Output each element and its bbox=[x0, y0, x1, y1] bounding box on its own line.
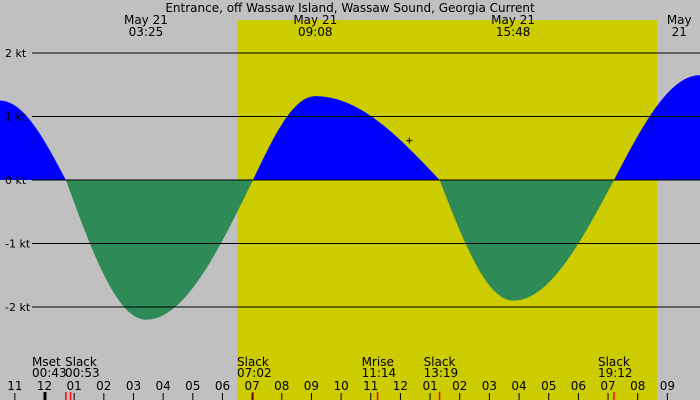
flood-lobe bbox=[0, 100, 66, 180]
event-name: Mrise bbox=[362, 355, 394, 369]
event-time: 07:02 bbox=[237, 366, 272, 380]
event-name: Slack bbox=[237, 355, 269, 369]
y-tick-label: -2 kt bbox=[5, 301, 31, 314]
flood-lobe bbox=[613, 75, 700, 180]
x-tick-label: 10 bbox=[333, 379, 348, 393]
x-tick-label: 08 bbox=[274, 379, 289, 393]
marker-layer bbox=[406, 137, 413, 144]
x-axis-hours: 11 12 01 02 03 04 05 06 07 08 09 10 11 12 01 02 03 04 05 06… bbox=[7, 379, 675, 400]
x-tick-label: 03 bbox=[482, 379, 497, 393]
max-label-time: 21 bbox=[672, 25, 687, 39]
midnight-marker bbox=[43, 392, 47, 400]
event-time: 13:19 bbox=[424, 366, 459, 380]
x-tick-label: 04 bbox=[155, 379, 170, 393]
y-tick-labels: 2 kt 1 kt 0 kt -1 kt -2 kt bbox=[5, 47, 31, 314]
gridline-layer bbox=[32, 52, 700, 308]
y-tick-label: -1 kt bbox=[5, 238, 31, 251]
x-tick-label: 02 bbox=[452, 379, 467, 393]
event-time: 11:14 bbox=[362, 366, 397, 380]
x-tick-label: 03 bbox=[126, 379, 141, 393]
event-name: Slack bbox=[598, 355, 630, 369]
y-tick-label: 0 kt bbox=[5, 174, 27, 187]
event-name: Mset bbox=[32, 355, 61, 369]
x-tick-label: 12 bbox=[37, 379, 52, 393]
x-tick-label: 05 bbox=[185, 379, 200, 393]
x-tick-label: 06 bbox=[215, 379, 230, 393]
max-label-date: May bbox=[667, 13, 692, 27]
event-time: 19:12 bbox=[598, 366, 633, 380]
current-time-marker bbox=[406, 137, 413, 144]
event-name: Slack bbox=[424, 355, 456, 369]
x-tick-label: 07 bbox=[244, 379, 259, 393]
x-tick-label: 12 bbox=[393, 379, 408, 393]
flood-lobe bbox=[253, 96, 440, 180]
event-name: Slack bbox=[65, 355, 97, 369]
y-tick-label: 1 kt bbox=[5, 111, 27, 124]
x-tick-label: 05 bbox=[541, 379, 556, 393]
x-tick-label: 04 bbox=[511, 379, 526, 393]
x-tick-label: 07 bbox=[600, 379, 615, 393]
max-label-date: May 21 bbox=[491, 13, 535, 27]
x-tick-label: 01 bbox=[67, 379, 82, 393]
event-time: 00:53 bbox=[65, 366, 100, 380]
chart-title: Entrance, off Wassaw Island, Wassaw Soun… bbox=[165, 1, 535, 15]
x-tick-label: 06 bbox=[571, 379, 586, 393]
x-tick-label: 09 bbox=[304, 379, 319, 393]
max-label-time: 03:25 bbox=[129, 25, 164, 39]
max-label-date: May 21 bbox=[293, 13, 337, 27]
x-tick-label: 11 bbox=[363, 379, 378, 393]
max-label-time: 09:08 bbox=[298, 25, 333, 39]
x-tick-label: 09 bbox=[660, 379, 675, 393]
ebb-lobe bbox=[65, 180, 254, 320]
max-label-time: 15:48 bbox=[496, 25, 531, 39]
event-time: 00:43 bbox=[32, 366, 67, 380]
ebb-lobe bbox=[439, 180, 614, 301]
x-tick-label: 01 bbox=[422, 379, 437, 393]
x-tick-label: 11 bbox=[7, 379, 22, 393]
x-tick-label: 08 bbox=[630, 379, 645, 393]
event-labels: Mset00:43Slack00:53Slack07:02Mrise11:14S… bbox=[32, 355, 633, 400]
max-label-date: May 21 bbox=[124, 13, 168, 27]
current-area-layer bbox=[0, 75, 700, 320]
y-tick-label: 2 kt bbox=[5, 47, 27, 60]
x-tick-label: 02 bbox=[96, 379, 111, 393]
